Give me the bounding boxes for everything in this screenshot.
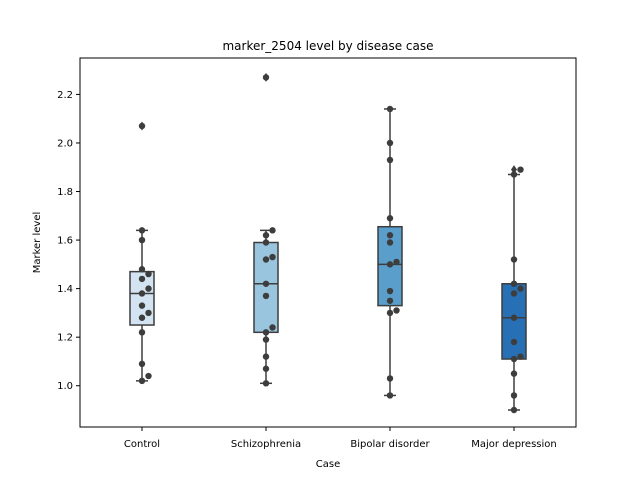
- data-point: [386, 105, 394, 113]
- data-point: [510, 392, 518, 399]
- y-tick-label: 1.8: [57, 187, 73, 198]
- x-tick-label: Bipolar disorder: [350, 439, 430, 450]
- data-point: [138, 377, 146, 385]
- y-tick-label: 1.0: [57, 381, 73, 392]
- data-point: [269, 227, 276, 234]
- x-tick-label: Schizophrenia: [231, 439, 301, 450]
- plot-frame: [79, 57, 577, 428]
- y-axis: 1.0 1.2 1.4 1.6 1.8 2.0 2.2: [57, 90, 80, 392]
- x-axis: Control Schizophrenia Bipolar disorder Majo…: [124, 427, 557, 450]
- data-point: [262, 74, 270, 81]
- box-group-control: [129, 121, 155, 382]
- data-point: [510, 256, 518, 263]
- data-point: [386, 261, 394, 268]
- data-point: [145, 372, 152, 380]
- data-point: [269, 253, 276, 261]
- data-point: [386, 375, 394, 382]
- data-point: [386, 309, 394, 317]
- data-point: [510, 338, 518, 346]
- data-point: [386, 139, 394, 147]
- data-point: [145, 309, 152, 317]
- y-tick-label: 2.0: [57, 138, 73, 149]
- data-point: [262, 380, 270, 387]
- data-point: [138, 227, 146, 234]
- data-point: [269, 324, 276, 331]
- data-point: [517, 353, 524, 360]
- y-tick-label: 2.2: [57, 90, 73, 101]
- data-point: [138, 314, 146, 321]
- data-point: [517, 285, 524, 292]
- data-point: [386, 232, 394, 239]
- data-point: [510, 370, 518, 377]
- data-point: [138, 236, 146, 244]
- y-axis-label: Marker level: [32, 212, 43, 274]
- data-point: [138, 302, 146, 309]
- data-point: [393, 307, 400, 314]
- data-point: [510, 290, 518, 297]
- data-point: [262, 336, 270, 343]
- data-point: [138, 122, 146, 130]
- data-point: [517, 166, 524, 173]
- x-tick-label: Control: [124, 439, 160, 450]
- data-point: [262, 292, 270, 300]
- box-group-bipolar-disorder: [377, 108, 403, 397]
- data-point: [138, 290, 146, 297]
- data-point: [262, 365, 270, 372]
- data-point: [386, 239, 394, 246]
- data-point: [262, 353, 270, 360]
- data-point: [393, 258, 400, 266]
- data-point: [145, 270, 152, 278]
- y-tick-label: 1.6: [57, 236, 73, 247]
- data-point: [386, 215, 394, 222]
- data-point: [262, 280, 270, 287]
- data-point: [510, 406, 518, 414]
- data-point: [262, 239, 270, 246]
- data-point: [510, 355, 518, 363]
- data-point: [386, 287, 394, 295]
- data-point: [386, 297, 394, 304]
- data-point: [145, 285, 152, 292]
- y-tick-label: 1.4: [57, 284, 73, 295]
- data-point: [510, 314, 518, 321]
- x-axis-label: Case: [316, 459, 340, 470]
- y-tick-label: 1.2: [57, 333, 73, 344]
- data-point: [386, 392, 394, 399]
- data-point: [262, 232, 270, 239]
- x-tick-label: Major depression: [471, 439, 557, 450]
- plot-area: [129, 72, 527, 414]
- data-point: [138, 329, 146, 336]
- data-point: [262, 256, 270, 263]
- data-point: [138, 275, 146, 283]
- data-point: [510, 280, 518, 287]
- data-point: [138, 266, 146, 273]
- data-point: [510, 171, 518, 178]
- data-point: [262, 329, 270, 336]
- data-point: [138, 360, 146, 368]
- chart-title: marker_2504 level by disease case: [222, 39, 433, 53]
- data-point: [386, 156, 394, 164]
